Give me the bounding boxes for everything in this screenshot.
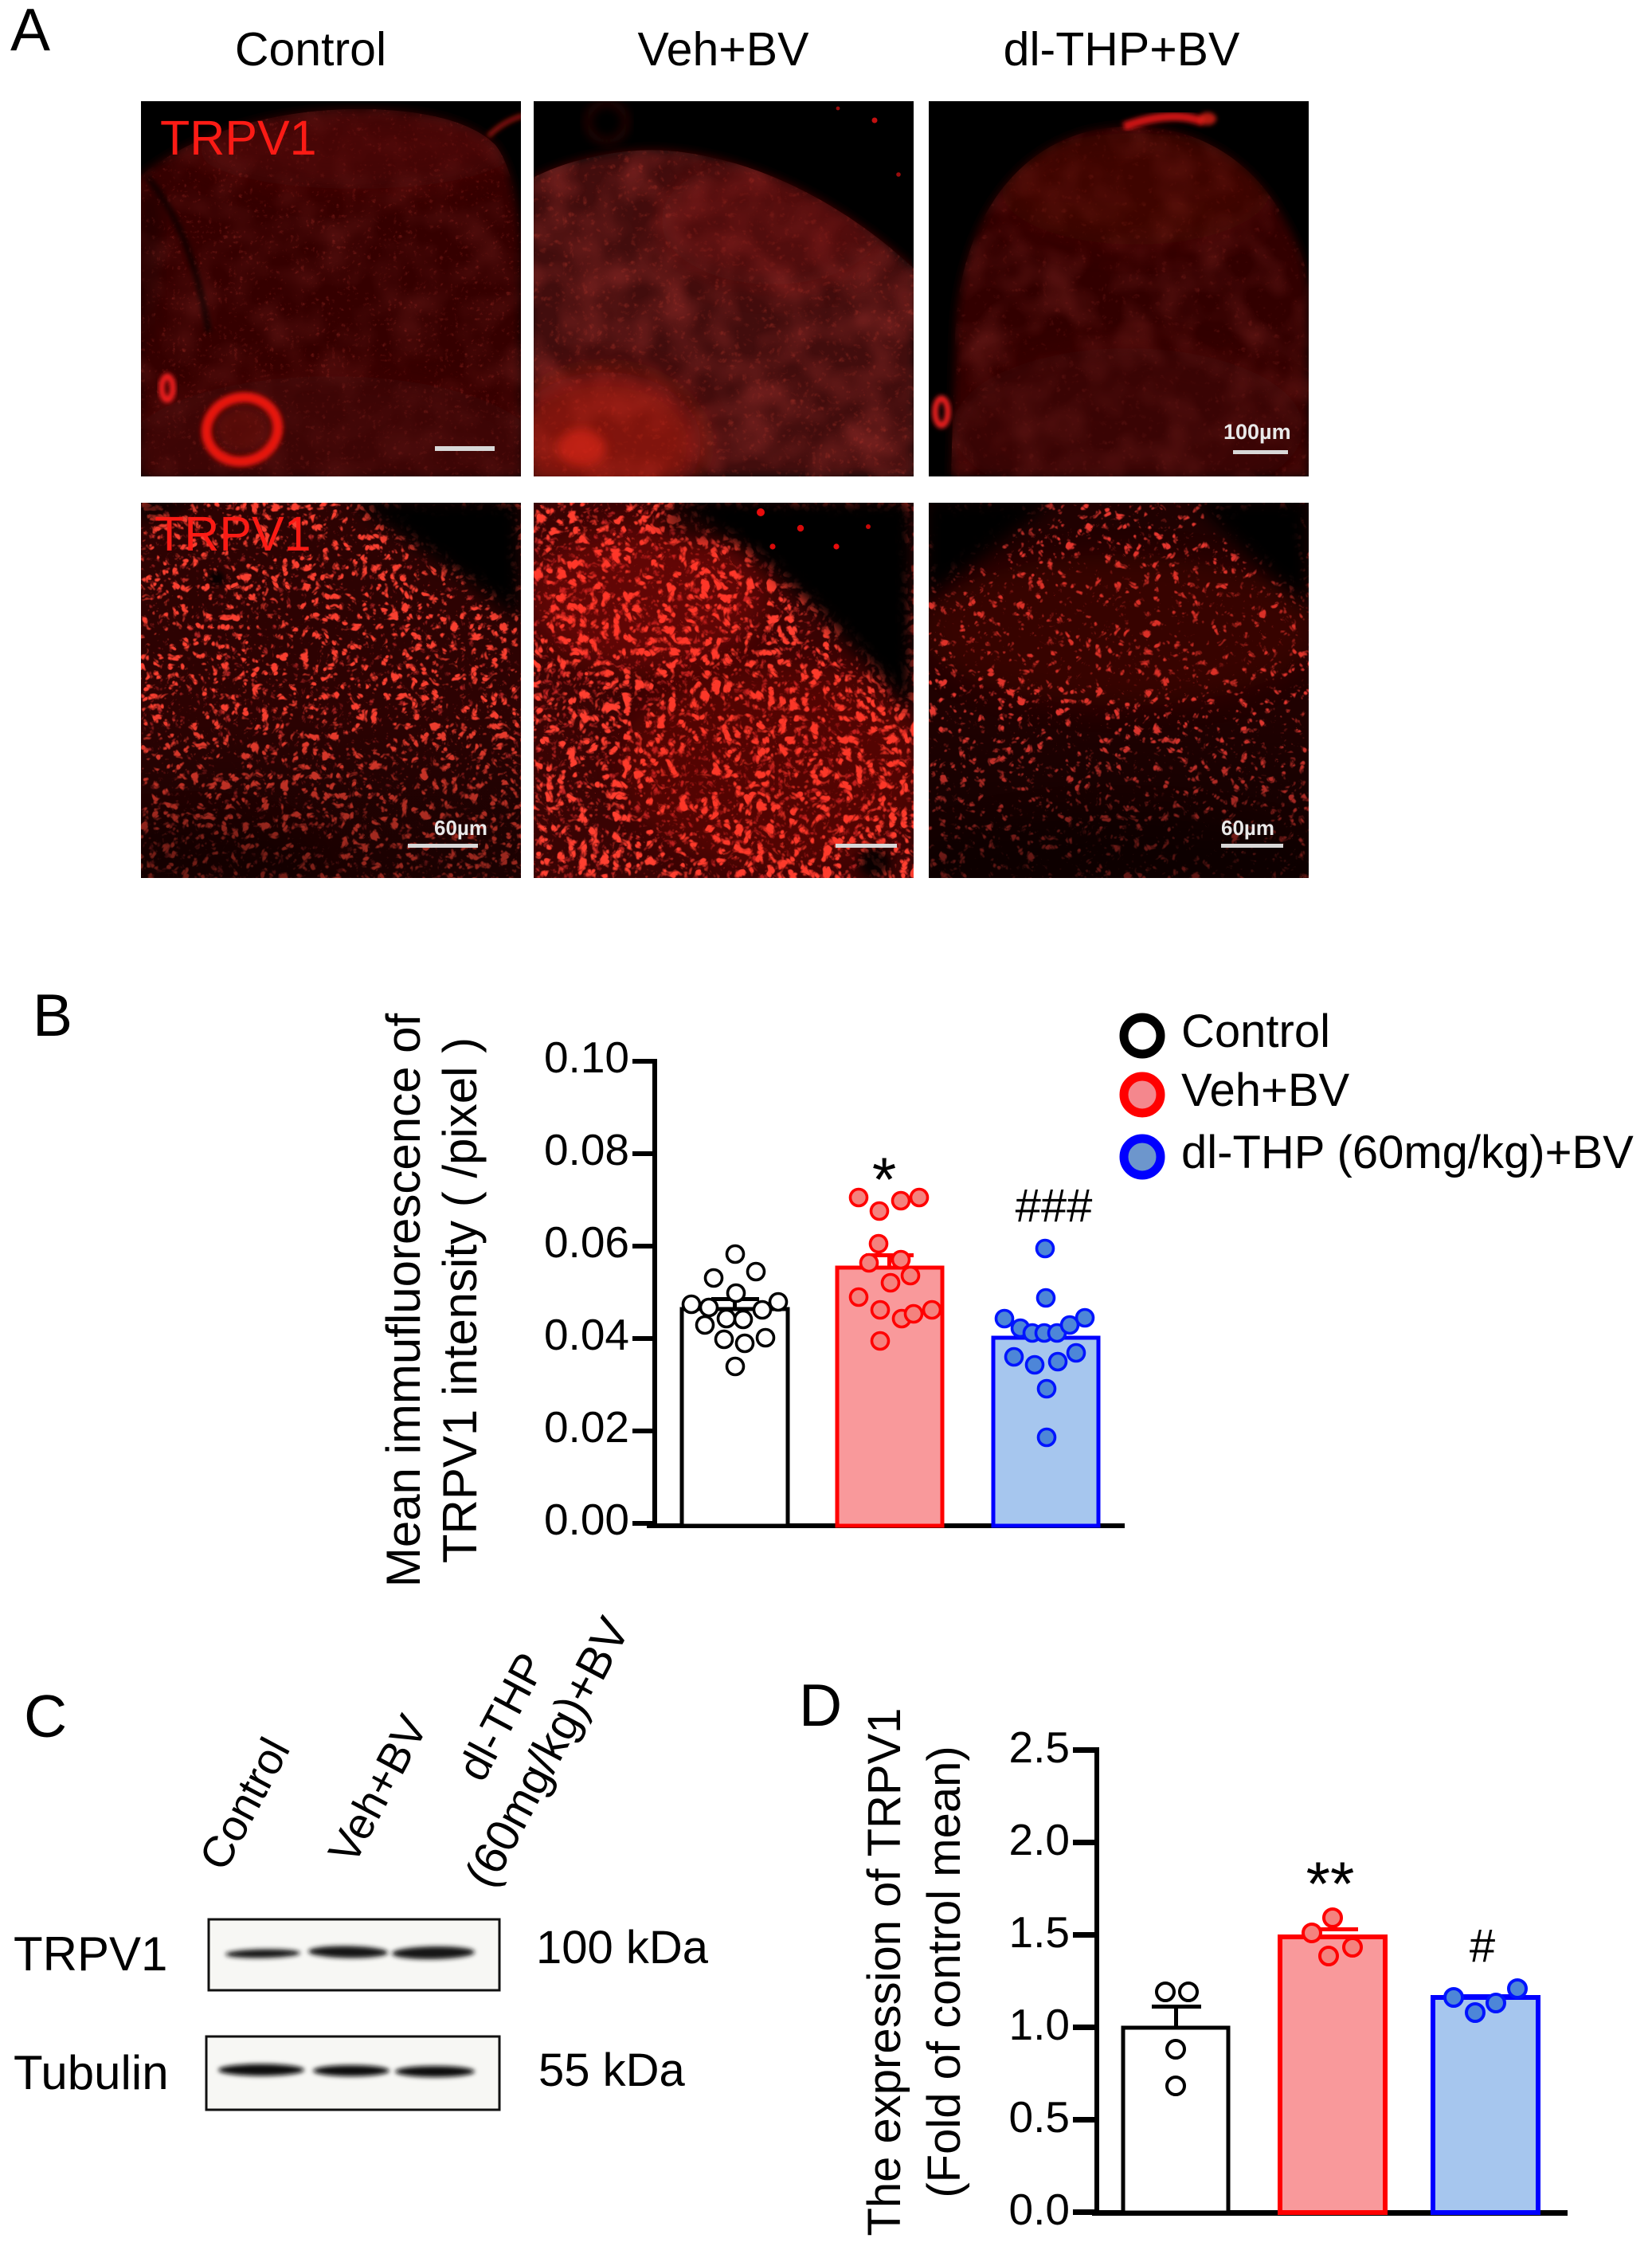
svg-text:60µm: 60µm	[1221, 816, 1274, 840]
svg-text:(Fold of control mean): (Fold of control mean)	[918, 1746, 970, 2197]
svg-text:0.04: 0.04	[544, 1310, 629, 1359]
svg-text:Mean immufluorescence of: Mean immufluorescence of	[377, 1013, 430, 1588]
svg-text:0.0: 0.0	[1009, 2185, 1070, 2234]
svg-text:A: A	[10, 0, 50, 63]
svg-text:Veh+BV: Veh+BV	[1181, 1064, 1350, 1116]
svg-text:TRPV1 intensity ( /pixel ): TRPV1 intensity ( /pixel )	[433, 1037, 487, 1563]
svg-text:dl-THP+BV: dl-THP+BV	[1004, 23, 1240, 76]
svg-text:*: *	[872, 1144, 896, 1214]
svg-text:0.00: 0.00	[544, 1495, 629, 1544]
svg-text:0.08: 0.08	[544, 1125, 629, 1174]
svg-text:Control: Control	[1181, 1005, 1330, 1057]
svg-text:0.02: 0.02	[544, 1402, 629, 1452]
svg-text:60µm: 60µm	[434, 816, 487, 840]
svg-text:100 kDa: 100 kDa	[536, 1922, 709, 1974]
svg-text:2.0: 2.0	[1009, 1815, 1070, 1864]
svg-text:0.06: 0.06	[544, 1217, 629, 1267]
svg-text:1.5: 1.5	[1009, 1907, 1070, 1957]
svg-text:1.0: 1.0	[1009, 2000, 1070, 2049]
svg-text:Tubulin: Tubulin	[14, 2046, 169, 2099]
svg-text:0.5: 0.5	[1009, 2092, 1070, 2142]
svg-text:100µm: 100µm	[1223, 420, 1291, 444]
svg-text:###: ###	[1016, 1180, 1093, 1232]
svg-text:TRPV1: TRPV1	[155, 507, 311, 561]
svg-text:#: #	[1470, 1920, 1495, 1972]
svg-text:55 kDa: 55 kDa	[538, 2044, 686, 2096]
svg-text:dl-THP (60mg/kg)+BV: dl-THP (60mg/kg)+BV	[1181, 1127, 1634, 1178]
svg-text:0.10: 0.10	[544, 1033, 629, 1082]
svg-text:Veh+BV: Veh+BV	[319, 1707, 437, 1871]
svg-text:B: B	[33, 982, 72, 1049]
svg-text:Control: Control	[235, 23, 386, 76]
svg-text:Veh+BV: Veh+BV	[638, 23, 810, 76]
svg-text:C: C	[24, 1683, 67, 1750]
svg-text:Control: Control	[190, 1730, 299, 1878]
svg-text:2.5: 2.5	[1009, 1723, 1070, 1772]
svg-text:The expression of TRPV1: The expression of TRPV1	[859, 1707, 910, 2236]
svg-text:TRPV1: TRPV1	[160, 111, 317, 165]
svg-text:**: **	[1306, 1848, 1355, 1919]
svg-text:D: D	[799, 1672, 842, 1738]
svg-text:TRPV1: TRPV1	[14, 1927, 167, 1981]
